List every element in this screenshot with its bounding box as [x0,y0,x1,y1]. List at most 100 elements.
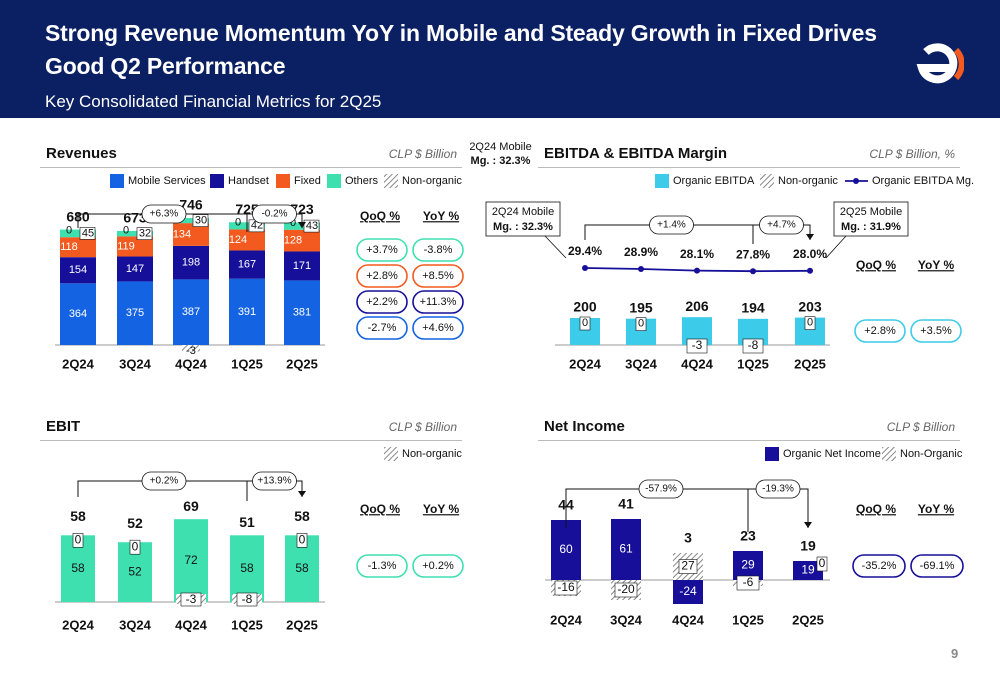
rev-legend-handset-swatch [210,174,224,188]
revenues-title: Revenues [46,145,117,162]
ebitda-yoy-bracket [584,224,811,240]
rev-bar-2-2 [173,223,209,246]
top-mobile-margin-note: 2Q24 Mobile Mg. : 32.3% [463,140,538,168]
rev-nonorg-label-2: -3 [186,345,196,357]
rev-bar-label-2-2: 134 [173,228,191,240]
ni-cat-1: 3Q24 [610,612,643,627]
ebit-nonorg-label-4: 0 [299,532,306,546]
ebit-nonorg-label-1: 0 [132,539,139,553]
rev-qoq-2-label: +2.2% [366,296,398,308]
ebitda-nonorg-label-1: 0 [638,318,644,330]
rev-bar-label-3-2: 30 [195,214,207,226]
ni-bar-label-4: 19 [801,563,815,577]
ni-bar-label-2: -24 [679,584,697,598]
rev-bar-label-2-1: 119 [117,240,135,252]
rev-legend-others-label: Others [345,175,379,187]
rev-yoy-0-label: -3.8% [424,244,453,256]
ebitda-total-1: 195 [629,299,653,315]
ebitda-callout-right [833,201,909,237]
ni-yoy-0-label: -69.1% [920,560,955,572]
ebitda-total-4: 203 [798,298,822,314]
ebit-cat-3: 1Q25 [231,617,263,632]
ebitda-callout-right-line2: Mg. : 31.9% [841,221,901,233]
top-note-line2: Mg. : 32.3% [470,155,531,167]
rev-bar-1-4 [284,251,320,281]
ebit-bar-label-0: 58 [71,561,85,575]
ebitda-nonorg-label-0: 0 [582,317,588,329]
ni-cat-3: 1Q25 [732,612,764,627]
ni-nonorg-bg-1 [614,582,638,598]
ebit-cat-1: 3Q24 [119,617,152,632]
ebitda-yoy-header: YoY % [918,258,955,272]
rev-label-bg-2 [192,214,209,227]
ebitda-qoq-header: QoQ % [856,258,896,272]
rev-bar-1-1 [117,256,153,282]
ebitda-margin-point-4 [807,267,813,274]
rev-label-bg-4 [303,219,320,233]
ebitda-yoy-label: +1.4% [657,220,686,231]
ebitda-cat-4: 2Q25 [794,356,826,371]
ebitda-callout-left-line2: Mg. : 32.3% [493,221,553,233]
ebitda-zero-bg-1 [635,317,647,331]
rev-bar-label-2-3: 124 [229,234,247,246]
rev-nonorg-label-3: 0 [235,217,241,229]
rev-bar-0-4 [284,280,320,345]
ebitda-nonorg-label-3: -8 [748,338,759,352]
ebit-total-4: 58 [294,508,310,524]
header-banner: Strong Revenue Momentum YoY in Mobile an… [0,0,1000,118]
ni-bar-label-3: 29 [741,558,755,572]
rev-yoy-0-pill [412,238,464,262]
rev-yoy-2-label: +11.3% [420,296,457,308]
rev-qoq-1-label: +2.8% [366,270,398,282]
rev-yoy-3-label: +4.6% [422,322,454,334]
ni-qoq-0-pill [852,554,906,578]
rev-legend-fixed-label: Fixed [294,175,321,187]
ni-nonorg-label-0: -16 [557,580,575,594]
rev-bar-1-3 [229,250,265,279]
rev-qoq-0-pill [356,238,408,262]
rev-nonorg-2 [182,345,200,352]
ni-nonorg-label-1: -20 [617,582,635,596]
rev-bar-2-4 [284,229,320,252]
ebitda-total-3: 194 [741,300,765,316]
ebit-yoy-0-label: +0.2% [422,560,454,572]
ebit-bar-label-1: 52 [128,564,142,578]
rev-bar-label-2-4: 128 [284,234,302,246]
ebit-nonorg-label-3: -8 [242,592,253,606]
ebitda-yoy-0-label: +3.5% [920,325,952,337]
ebit-yoy-0-pill [412,554,464,578]
rev-arrow-head [298,222,306,228]
ebit-total-0: 58 [70,508,86,524]
rev-qoq-pill [252,204,297,224]
ebit-divider [40,440,462,441]
slide-subtitle: Key Consolidated Financial Metrics for 2… [45,92,382,111]
ebitda-zero-bg-4 [804,316,816,330]
ni-nonorg-label-4: 0 [819,556,826,570]
ni-qoq-0-label: -35.2% [862,560,897,572]
rev-yoy-1-pill [412,264,464,288]
ebitda-title: EBITDA & EBITDA Margin [544,145,728,162]
ebit-yoy-label: +0.2% [150,476,179,487]
ebit-zero-bg-1 [129,539,141,555]
ebit-qoq-label: +13.9% [257,476,291,487]
ni-yoy-bracket [565,488,809,528]
ebitda-legend-organic-swatch [655,174,669,188]
ebit-yoy-pill [141,471,187,491]
rev-bar-label-0-4: 381 [293,307,311,319]
ebitda-qoq-0-label: +2.8% [864,325,896,337]
ni-bar-1 [611,519,641,580]
ni-total-4: 19 [800,538,816,554]
rev-bar-3-1 [117,230,153,237]
rev-legend-mobile-label: Mobile Services [128,175,206,187]
ebitda-zero-bg-0 [579,316,591,331]
ebitda-qoq-0-pill [854,319,906,343]
rev-label-bg-1 [136,227,153,240]
rev-bar-label-1-3: 167 [238,258,256,270]
ni-nonorg-label-2: 27 [681,559,695,573]
ebit-legend-nonorg-label: Non-organic [402,448,462,460]
ebit-qoq-0-pill [356,554,408,578]
rev-bar-1-2 [173,245,209,280]
rev-bar-label-3-4: 43 [306,220,318,232]
ebit-bar-2 [174,519,208,602]
